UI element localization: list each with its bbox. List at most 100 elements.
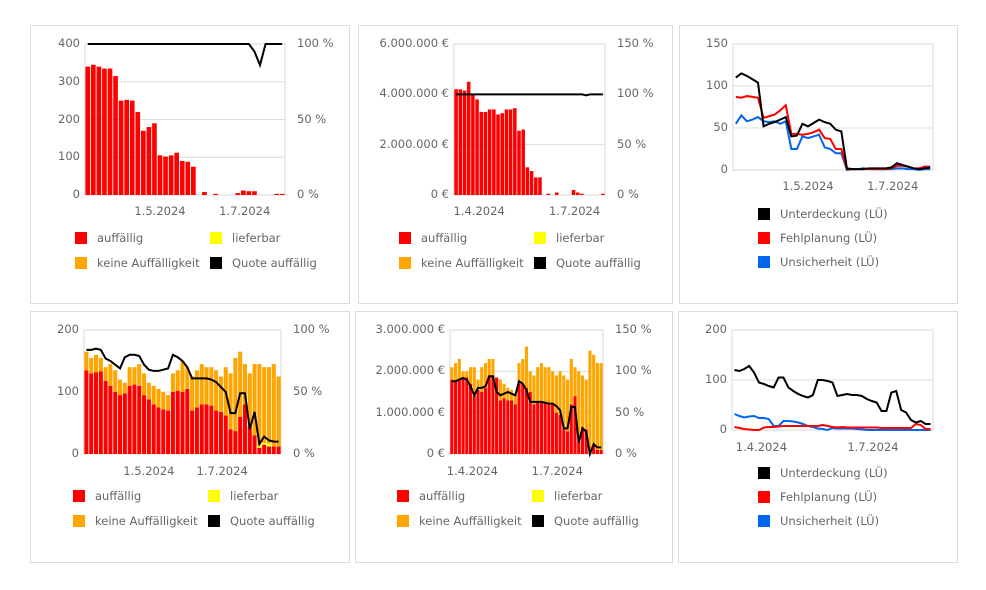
bar-keine-auffaelligkeit	[468, 367, 473, 384]
bar-auffaellig	[461, 377, 465, 454]
legend-item[interactable]: keine Auffälligkeit	[75, 256, 200, 270]
legend-item[interactable]: auffällig	[397, 489, 465, 503]
bar-auffaellig	[487, 109, 492, 195]
legend-label: keine Auffälligkeit	[97, 256, 200, 270]
bar-auffaellig	[517, 383, 521, 454]
legend-item[interactable]: lieferbar	[532, 489, 602, 503]
legend-item[interactable]: Unsicherheit (LÜ)	[758, 514, 879, 528]
bar-auffaellig	[584, 429, 588, 454]
bar-auffaellig	[528, 392, 532, 454]
quote-line	[451, 375, 602, 458]
bar-auffaellig	[539, 402, 543, 454]
bar-auffaellig	[573, 396, 577, 454]
bar-keine-auffaelligkeit	[180, 361, 185, 392]
legend-item[interactable]: Quote auffällig	[532, 514, 639, 528]
bar-auffaellig	[475, 99, 479, 195]
bar-keine-auffaelligkeit	[146, 382, 151, 400]
bar-auffaellig	[599, 449, 603, 454]
bar-auffaellig	[118, 395, 123, 454]
legend-item[interactable]: Fehlplanung (LÜ)	[758, 490, 877, 504]
legend-item[interactable]: lieferbar	[210, 231, 280, 245]
bar-keine-auffaelligkeit	[276, 376, 281, 447]
bar-auffaellig	[279, 193, 285, 195]
bar-keine-auffaelligkeit	[565, 379, 570, 432]
bar-auffaellig	[246, 191, 252, 195]
quote-line	[86, 347, 279, 447]
x-tick-label: 1.4.2024	[453, 204, 505, 218]
bar-keine-auffaelligkeit	[271, 364, 276, 447]
legend-item[interactable]: Unterdeckung (LÜ)	[758, 466, 888, 480]
legend-item[interactable]: Quote auffällig	[210, 256, 317, 270]
y-tick-label: 0	[719, 422, 727, 436]
legend-item[interactable]: lieferbar	[208, 489, 278, 503]
bar-keine-auffaelligkeit	[103, 367, 108, 381]
legend-label: keine Auffälligkeit	[421, 256, 524, 270]
legend-item[interactable]: keine Auffälligkeit	[73, 514, 198, 528]
legend-label: keine Auffälligkeit	[95, 514, 198, 528]
legend-swatch	[532, 515, 544, 527]
bar-keine-auffaelligkeit	[562, 375, 566, 430]
bar-auffaellig	[555, 192, 559, 195]
legend-item[interactable]: Unterdeckung (LÜ)	[758, 207, 888, 221]
bar-keine-auffaelligkeit	[242, 364, 247, 405]
legend-swatch	[208, 490, 220, 502]
y-tick-label: 150	[706, 36, 728, 50]
bar-keine-auffaelligkeit	[238, 351, 243, 417]
bar-auffaellig	[508, 109, 513, 195]
bar-auffaellig	[271, 446, 276, 454]
legend-label: auffällig	[421, 231, 468, 245]
legend-label: Unterdeckung (LÜ)	[780, 207, 888, 221]
legend-swatch	[73, 515, 85, 527]
bar-auffaellig	[525, 167, 530, 195]
bar-auffaellig	[228, 429, 233, 454]
legend-item[interactable]: lieferbar	[534, 231, 604, 245]
bar-keine-auffaelligkeit	[199, 364, 204, 405]
bar-auffaellig	[476, 389, 480, 454]
plot-frame	[732, 43, 934, 171]
chart-card-6	[678, 311, 958, 563]
legend-item[interactable]: keine Auffälligkeit	[397, 514, 522, 528]
bar-auffaellig	[170, 392, 175, 454]
bar-auffaellig	[471, 94, 475, 195]
bar-auffaellig	[532, 404, 536, 454]
legend-item[interactable]: Unsicherheit (LÜ)	[758, 255, 879, 269]
bar-auffaellig	[601, 193, 605, 195]
legend-label: Unterdeckung (LÜ)	[780, 466, 888, 480]
legend-item[interactable]: Quote auffällig	[208, 514, 315, 528]
bar-keine-auffaelligkeit	[584, 379, 588, 430]
bar-keine-auffaelligkeit	[262, 367, 267, 443]
y-tick-label: 0 €	[430, 187, 449, 201]
bar-keine-auffaelligkeit	[554, 375, 558, 413]
legend-item[interactable]: keine Auffälligkeit	[399, 256, 524, 270]
bar-keine-auffaelligkeit	[599, 363, 603, 450]
bar-auffaellig	[127, 385, 132, 454]
bar-auffaellig	[510, 400, 514, 454]
x-tick-label: 1.4.2024	[446, 464, 498, 478]
bar-auffaellig	[108, 385, 113, 454]
legend-item[interactable]: auffällig	[73, 489, 141, 503]
legend-item[interactable]: auffällig	[75, 231, 143, 245]
bar-auffaellig	[480, 392, 484, 454]
bar-auffaellig	[558, 414, 562, 454]
y-tick-label: 50	[713, 120, 728, 134]
bar-keine-auffaelligkeit	[502, 383, 506, 399]
bar-auffaellig	[91, 64, 96, 195]
bar-auffaellig	[137, 385, 142, 454]
legend-swatch	[758, 515, 770, 527]
bar-auffaellig	[565, 431, 570, 454]
bar-keine-auffaelligkeit	[161, 392, 166, 410]
bar-auffaellig	[93, 372, 99, 454]
legend-item[interactable]: Fehlplanung (LÜ)	[758, 231, 877, 245]
legend-item[interactable]: Quote auffällig	[534, 256, 641, 270]
bar-auffaellig	[241, 190, 246, 195]
legend-label: lieferbar	[232, 231, 281, 245]
bar-auffaellig	[521, 129, 525, 195]
x-tick-label: 1.7.2024	[219, 204, 271, 218]
bar-auffaellig	[84, 370, 89, 454]
bar-auffaellig	[450, 379, 454, 454]
y2-tick-label: 0 %	[297, 187, 319, 201]
legend-label: Quote auffällig	[232, 256, 317, 270]
legend-item[interactable]: auffällig	[399, 231, 467, 245]
bar-auffaellig	[146, 399, 151, 454]
bar-auffaellig	[142, 395, 147, 454]
